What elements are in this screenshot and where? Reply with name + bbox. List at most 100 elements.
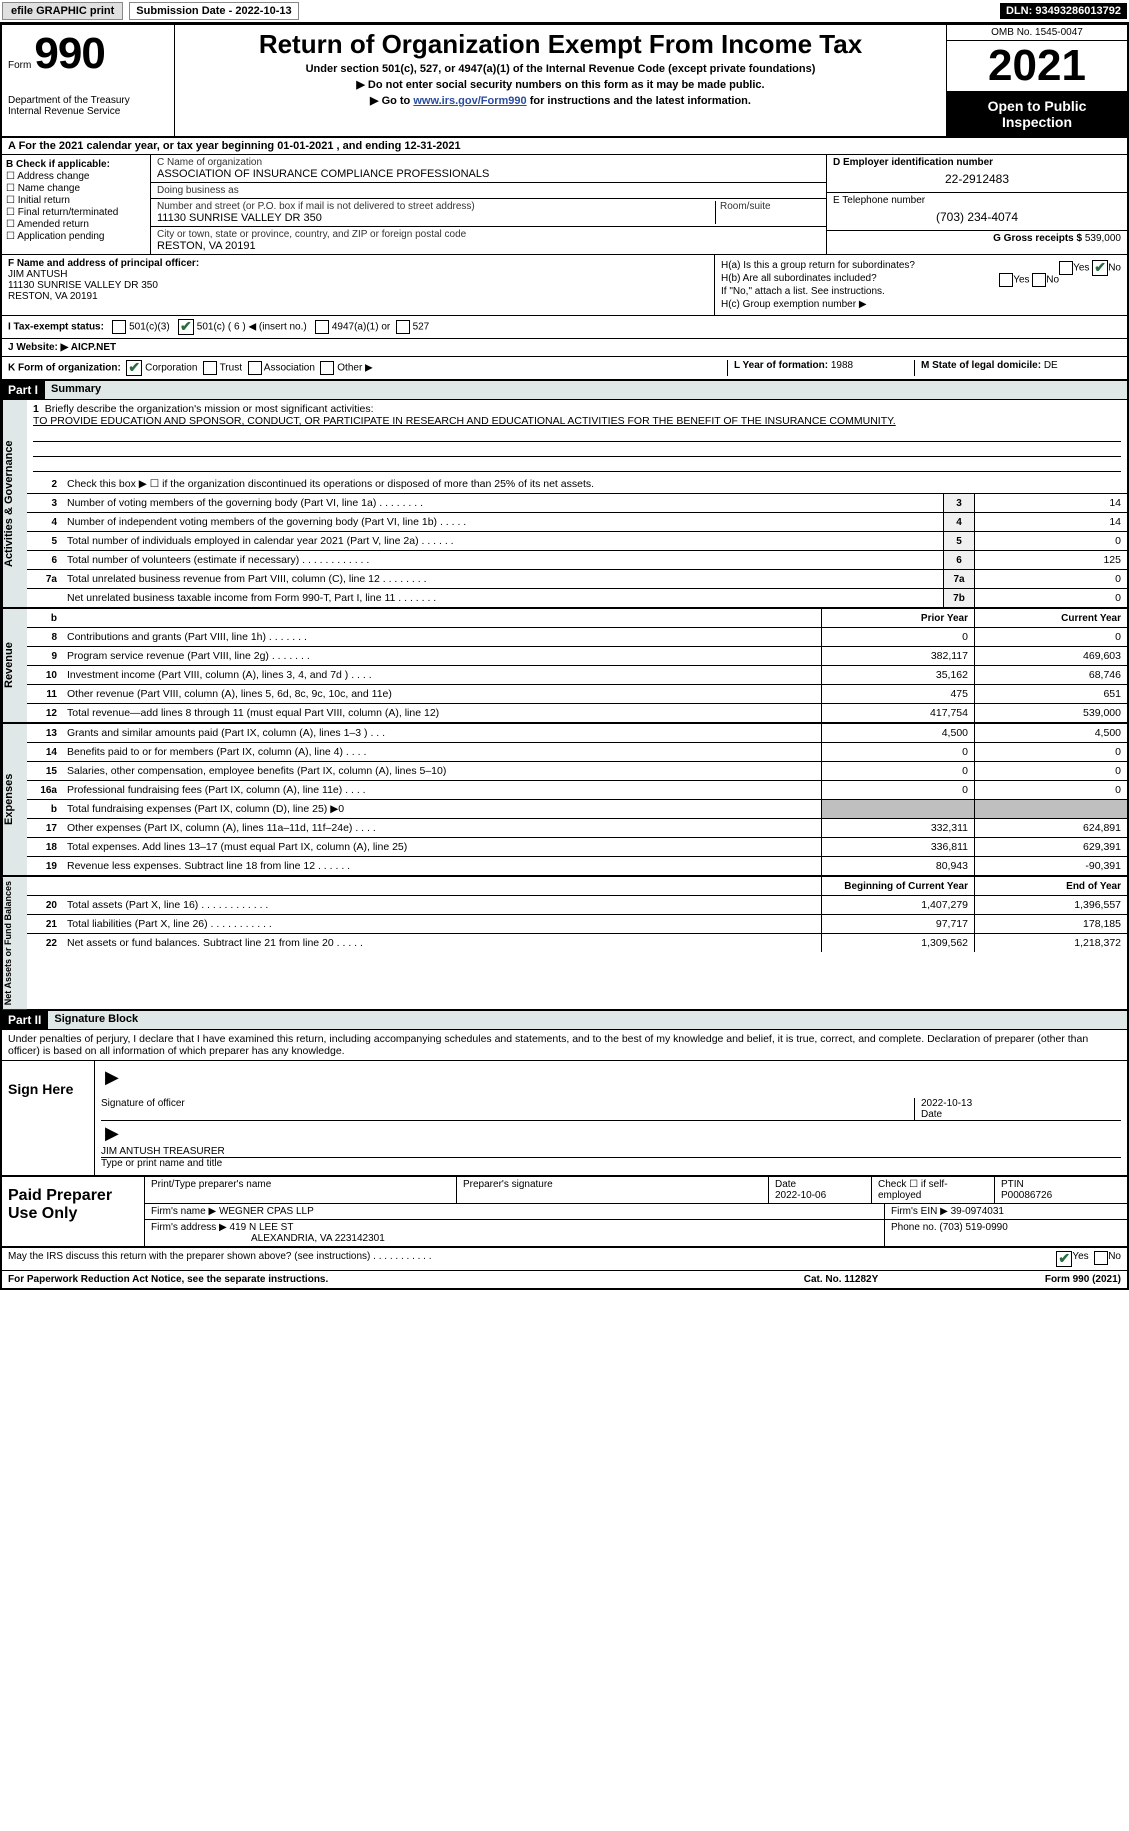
discuss-yes-checkbox[interactable]: [1056, 1251, 1072, 1267]
side-revenue: Revenue: [2, 609, 27, 722]
summary-line: 15Salaries, other compensation, employee…: [27, 762, 1127, 781]
summary-line: 16aProfessional fundraising fees (Part I…: [27, 781, 1127, 800]
summary-line: 3Number of voting members of the governi…: [27, 494, 1127, 513]
preparer-sig-label: Preparer's signature: [463, 1179, 553, 1190]
summary-line: Net unrelated business taxable income fr…: [27, 589, 1127, 607]
summary-line: 9Program service revenue (Part VIII, lin…: [27, 647, 1127, 666]
year-formation-value: 1988: [831, 360, 853, 371]
summary-line: 7aTotal unrelated business revenue from …: [27, 570, 1127, 589]
phone-label: E Telephone number: [833, 195, 1121, 206]
date-label: Date: [921, 1109, 942, 1120]
firm-ein-label: Firm's EIN ▶: [891, 1206, 951, 1217]
side-expenses: Expenses: [2, 724, 27, 875]
ptin-label: PTIN: [1001, 1179, 1024, 1190]
part1-label: Part I: [2, 381, 44, 399]
summary-line: 10Investment income (Part VIII, column (…: [27, 666, 1127, 685]
form-title: Return of Organization Exempt From Incom…: [185, 29, 936, 60]
col-current: Current Year: [974, 609, 1127, 627]
summary-line: 22Net assets or fund balances. Subtract …: [27, 934, 1127, 952]
corp-checkbox[interactable]: [126, 360, 142, 376]
summary-line: 12Total revenue—add lines 8 through 11 (…: [27, 704, 1127, 722]
prep-date-value: 2022-10-06: [775, 1190, 826, 1201]
trust-checkbox[interactable]: [203, 361, 217, 375]
col-end: End of Year: [974, 877, 1127, 895]
hb-note: If "No," attach a list. See instructions…: [721, 286, 1121, 297]
prep-phone-value: (703) 519-0990: [939, 1222, 1007, 1233]
summary-line: 13Grants and similar amounts paid (Part …: [27, 724, 1127, 743]
ha-yes-checkbox[interactable]: [1059, 261, 1073, 275]
dln-label: DLN: 93493286013792: [1000, 3, 1127, 19]
room-label: Room/suite: [720, 201, 820, 212]
top-toolbar: efile GRAPHIC print Submission Date - 20…: [0, 0, 1129, 23]
print-name-label: Print/Type preparer's name: [151, 1179, 271, 1190]
summary-line: bTotal fundraising expenses (Part IX, co…: [27, 800, 1127, 819]
527-checkbox[interactable]: [396, 320, 410, 334]
summary-line: 5Total number of individuals employed in…: [27, 532, 1127, 551]
penalties-text: Under penalties of perjury, I declare th…: [2, 1030, 1127, 1061]
addr-label: Number and street (or P.O. box if mail i…: [157, 201, 715, 212]
form-number: 990: [34, 29, 104, 78]
arrow-icon: ▶: [101, 1123, 123, 1143]
sig-date: 2022-10-13: [921, 1098, 972, 1109]
tax-status-label: I Tax-exempt status:: [8, 322, 104, 333]
col-begin: Beginning of Current Year: [821, 877, 974, 895]
firm-addr2-value: ALEXANDRIA, VA 223142301: [151, 1233, 385, 1244]
summary-line: 4Number of independent voting members of…: [27, 513, 1127, 532]
form-org-label: K Form of organization:: [8, 363, 121, 374]
summary-line: 21Total liabilities (Part X, line 26) . …: [27, 915, 1127, 934]
summary-line: 8Contributions and grants (Part VIII, li…: [27, 628, 1127, 647]
side-net-assets: Net Assets or Fund Balances: [2, 877, 27, 1009]
name-title-label: Type or print name and title: [101, 1158, 222, 1169]
self-employed-check[interactable]: Check ☐ if self-employed: [878, 1179, 948, 1201]
firm-addr-label: Firm's address ▶: [151, 1222, 230, 1233]
tax-year: 2021: [947, 41, 1127, 92]
form-header: Form 990 Department of the Treasury Inte…: [2, 25, 1127, 138]
subtitle-1: Under section 501(c), 527, or 4947(a)(1)…: [185, 63, 936, 75]
ein-label: D Employer identification number: [833, 157, 1121, 168]
year-formation-label: L Year of formation:: [734, 360, 831, 371]
summary-line: 14Benefits paid to or for members (Part …: [27, 743, 1127, 762]
ha-no-checkbox[interactable]: [1092, 260, 1108, 276]
assoc-checkbox[interactable]: [248, 361, 262, 375]
subtitle-3: ▶ Go to www.irs.gov/Form990 for instruct…: [185, 94, 936, 107]
part1-title: Summary: [44, 381, 1127, 399]
firm-ein-value: 39-0974031: [951, 1206, 1004, 1217]
ha-label: H(a) Is this a group return for subordin…: [721, 260, 915, 271]
col-b-checkboxes: B Check if applicable: ☐ Address change …: [2, 155, 151, 254]
501c3-checkbox[interactable]: [112, 320, 126, 334]
phone-value: (703) 234-4074: [833, 206, 1121, 228]
subtitle-2: ▶ Do not enter social security numbers o…: [185, 78, 936, 91]
part2-label: Part II: [2, 1011, 47, 1029]
ein-value: 22-2912483: [833, 168, 1121, 190]
name-label: C Name of organization: [157, 157, 820, 168]
sig-officer-label: Signature of officer: [101, 1098, 914, 1120]
hc-label: H(c) Group exemption number ▶: [721, 299, 1121, 310]
paperwork-notice: For Paperwork Reduction Act Notice, see …: [8, 1274, 741, 1285]
officer-label: F Name and address of principal officer:: [8, 258, 199, 269]
col-prior: Prior Year: [821, 609, 974, 627]
city-value: RESTON, VA 20191: [157, 240, 820, 252]
officer-addr1: 11130 SUNRISE VALLEY DR 350: [8, 280, 158, 291]
discuss-no-checkbox[interactable]: [1094, 1251, 1108, 1265]
ptin-value: P00086726: [1001, 1190, 1052, 1201]
hb-yes-checkbox[interactable]: [999, 273, 1013, 287]
firm-name-label: Firm's name ▶: [151, 1206, 219, 1217]
irs-discuss-question: May the IRS discuss this return with the…: [8, 1251, 1056, 1267]
efile-print-button[interactable]: efile GRAPHIC print: [2, 2, 123, 20]
501c-checkbox[interactable]: [178, 319, 194, 335]
open-to-public: Open to Public Inspection: [947, 92, 1127, 136]
4947-checkbox[interactable]: [315, 320, 329, 334]
mission-label: Briefly describe the organization's miss…: [45, 403, 374, 415]
summary-line: 6Total number of volunteers (estimate if…: [27, 551, 1127, 570]
summary-line: 17Other expenses (Part IX, column (A), l…: [27, 819, 1127, 838]
irs-link[interactable]: www.irs.gov/Form990: [413, 95, 526, 107]
hb-no-checkbox[interactable]: [1032, 273, 1046, 287]
paid-preparer-label: Paid Preparer Use Only: [2, 1177, 145, 1246]
cat-number: Cat. No. 11282Y: [741, 1274, 941, 1285]
gross-value: 539,000: [1085, 233, 1121, 244]
summary-line: 20Total assets (Part X, line 16) . . . .…: [27, 896, 1127, 915]
summary-line: 11Other revenue (Part VIII, column (A), …: [27, 685, 1127, 704]
form-990: Form 990 Department of the Treasury Inte…: [0, 23, 1129, 1290]
other-checkbox[interactable]: [320, 361, 334, 375]
part2-title: Signature Block: [47, 1011, 1127, 1029]
